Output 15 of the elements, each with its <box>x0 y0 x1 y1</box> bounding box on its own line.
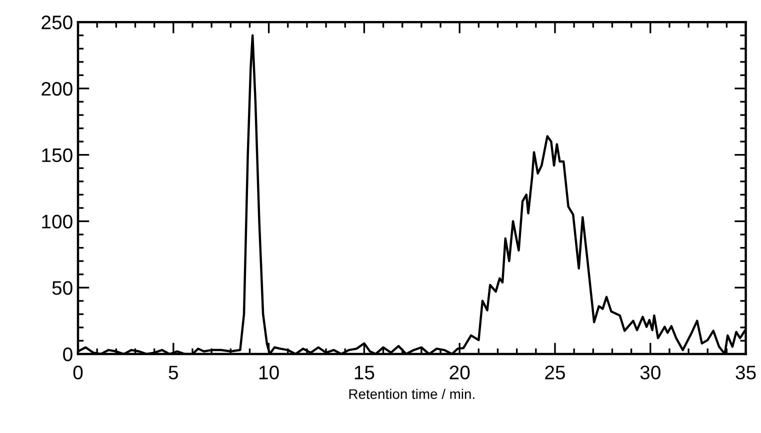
x-tick-label: 30 <box>640 366 660 380</box>
x-tick-label: 35 <box>736 366 756 380</box>
x-tick-label: 20 <box>450 366 470 380</box>
y-tick-label: 50 <box>52 281 72 295</box>
y-tick-label: 100 <box>42 214 72 228</box>
x-tick-label: 25 <box>545 366 565 380</box>
x-tick-label: 10 <box>259 366 279 380</box>
y-tick-label: 200 <box>42 82 72 96</box>
y-tick-label: 250 <box>42 16 72 30</box>
x-tick-label: 15 <box>354 366 374 380</box>
x-tick-label: 0 <box>73 366 83 380</box>
x-axis-title: Retention time / min. <box>349 388 474 400</box>
x-tick-label: 5 <box>168 366 178 380</box>
y-tick-label: 150 <box>42 148 72 162</box>
y-tick-label: 0 <box>63 347 72 362</box>
